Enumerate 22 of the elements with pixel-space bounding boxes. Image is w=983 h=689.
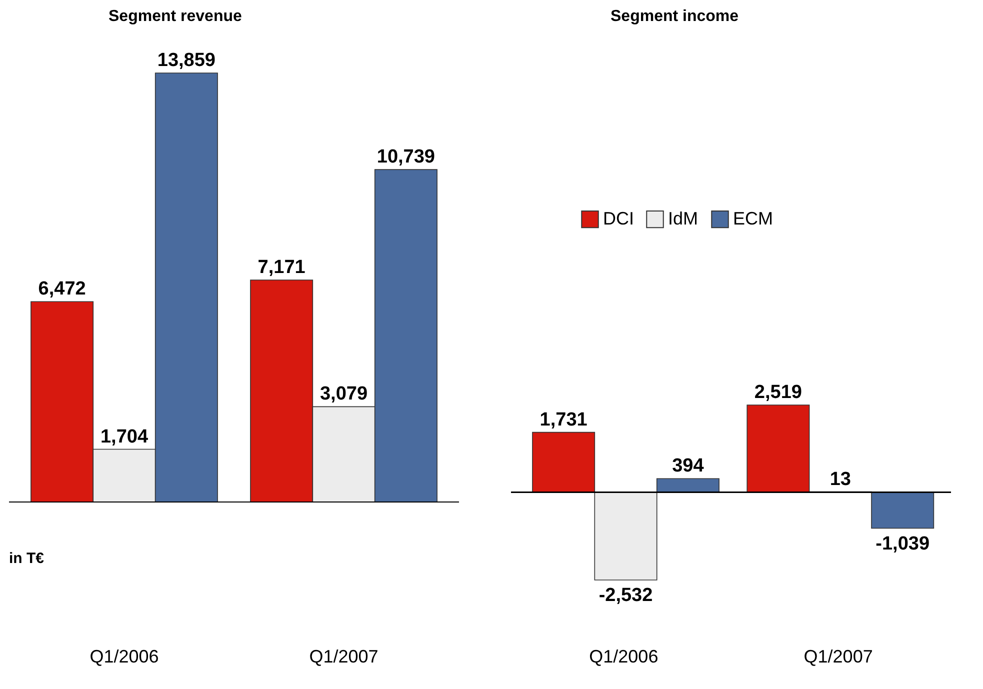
data-label: 10,739 — [376, 146, 436, 168]
chart-title: Segment revenue — [108, 8, 242, 25]
legend-label: ECM — [733, 208, 773, 228]
legend-label: IdM — [668, 208, 698, 228]
data-label: -2,532 — [598, 585, 653, 606]
x-tick-label: Q1/2006 — [90, 646, 159, 666]
data-label: 1,704 — [100, 426, 148, 448]
data-label: 2,519 — [754, 382, 802, 403]
data-label: 13,859 — [157, 50, 216, 71]
chart-title: Segment income — [610, 8, 739, 25]
data-label: 13 — [830, 468, 851, 490]
legend-label: DCI — [603, 208, 634, 228]
data-label: 6,472 — [38, 278, 86, 300]
x-tick-label: Q1/2006 — [589, 646, 658, 666]
data-label: 7,171 — [258, 257, 306, 278]
data-label: 394 — [672, 456, 704, 477]
text: in T€ — [9, 550, 45, 567]
data-label: 1,731 — [540, 409, 588, 430]
data-label: -1,039 — [876, 533, 930, 554]
data-label: 3,079 — [320, 384, 368, 405]
x-tick-label: Q1/2007 — [309, 646, 378, 666]
x-tick-label: Q1/2007 — [804, 646, 873, 666]
